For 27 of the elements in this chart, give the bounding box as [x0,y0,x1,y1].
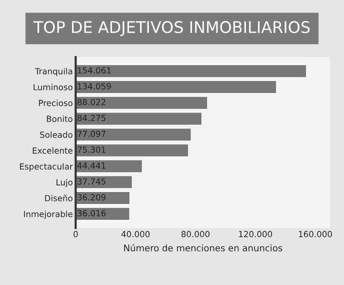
x-tick-label: 120.000 [239,230,272,238]
y-tick-label: Inmejorable [24,210,72,219]
data-label: 36.209 [78,194,106,200]
chart-title: TOP DE ADJETIVOS INMOBILIARIOS [33,21,310,36]
y-tick-label: Precioso [39,100,72,106]
x-tick-label: 40.000 [121,230,150,238]
data-label: 134.059 [78,83,111,90]
data-label: 77.097 [78,130,106,137]
y-tick-label: Excelente [32,147,72,154]
y-tick-label: Soleado [40,131,72,138]
data-label: 154.061 [78,67,111,74]
x-axis-title: Número de menciones en anuncios [124,244,282,252]
y-tick-label: Diseño [45,194,72,202]
y-tick-label: Luminoso [34,84,72,90]
x-tick-label: 0 [74,230,78,238]
data-label: 75.301 [78,146,106,153]
y-tick-label: Bonito [46,116,72,122]
data-label: 36.016 [78,210,106,216]
data-label: 37.745 [78,178,106,185]
data-label: 84.275 [78,114,106,122]
y-tick-label: Lujo [56,178,72,188]
x-tick-label: 160.000 [298,230,332,238]
data-label: 88.022 [78,98,106,106]
y-tick-label: Tranquila [34,68,72,76]
y-tick-label: Espectacular [20,163,73,172]
x-tick-label: 80.000 [181,230,210,238]
data-label: 44.441 [77,162,106,169]
